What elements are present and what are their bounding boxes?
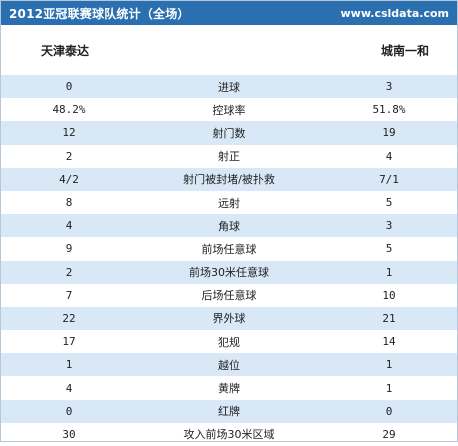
table-row: 22 界外球 21 [1, 306, 457, 331]
home-value: 4 [65, 381, 73, 395]
stat-label: 犯规 [218, 335, 240, 349]
home-value: 22 [62, 311, 76, 325]
table-row: 4 角球 3 [1, 214, 457, 238]
stat-label: 角球 [218, 219, 240, 233]
teams-header: 天津泰达 城南一和 [1, 25, 457, 75]
away-value: 14 [382, 335, 396, 349]
table-row: 7 后场任意球 10 [1, 284, 457, 307]
stat-label: 后场任意球 [201, 289, 257, 303]
away-value: 3 [385, 80, 393, 94]
home-team-name: 天津泰达 [41, 43, 90, 58]
home-value: 8 [65, 196, 73, 210]
table-row: 0 进球 3 [1, 75, 457, 99]
stat-label: 远射 [218, 196, 240, 210]
away-value: 29 [382, 427, 396, 441]
table-row: 8 远射 5 [1, 191, 457, 214]
table-row: 17 犯规 14 [1, 330, 457, 353]
home-value: 9 [65, 242, 73, 256]
home-value: 12 [62, 126, 76, 140]
table-row: 1 越位 1 [1, 353, 457, 377]
table-row: 48.2% 控球率 51.8% [1, 98, 457, 121]
away-value: 1 [385, 381, 393, 395]
home-value: 1 [65, 358, 73, 372]
away-value: 10 [382, 288, 396, 302]
stat-label: 界外球 [212, 312, 246, 326]
table-row: 0 红牌 0 [1, 399, 457, 423]
table-row: 12 射门数 19 [1, 121, 457, 145]
stat-label: 红牌 [218, 405, 240, 419]
away-value: 1 [385, 358, 393, 372]
away-value: 0 [385, 404, 393, 418]
stat-label: 前场30米任意球 [189, 266, 269, 280]
stat-label: 前场任意球 [201, 242, 257, 256]
table-row: 9 前场任意球 5 [1, 237, 457, 260]
home-value: 0 [65, 80, 73, 94]
home-value: 48.2% [52, 103, 86, 117]
away-value: 4 [385, 149, 393, 163]
away-value: 7/1 [379, 172, 399, 186]
table-row: 2 射正 4 [1, 145, 457, 168]
stats-table: 0 进球 3 48.2% 控球率 51.8% 12 射门数 19 2 射正 4 4/2 射门被封堵/被扑救… [1, 75, 457, 446]
table-row: 4/2 射门被封堵/被扑救 7/1 [1, 167, 457, 191]
away-value: 5 [385, 242, 393, 256]
away-value: 21 [382, 311, 396, 325]
stat-label: 射正 [218, 150, 240, 164]
stat-label: 控球率 [212, 103, 246, 117]
panel-header: 2012亚冠联赛球队统计（全场） www.csldata.com [1, 1, 457, 25]
away-value: 1 [385, 265, 393, 279]
panel-title: 2012亚冠联赛球队统计（全场） [9, 6, 190, 21]
home-value: 2 [65, 265, 73, 279]
stat-label: 进球 [218, 80, 240, 94]
home-value: 17 [62, 335, 76, 349]
stat-label: 射门被封堵/被扑救 [183, 173, 275, 187]
away-value: 5 [385, 196, 393, 210]
site-link[interactable]: www.csldata.com [340, 6, 450, 20]
stat-label: 越位 [218, 358, 240, 372]
stat-label: 攻入前场30米区域 [183, 428, 275, 442]
home-value: 4 [65, 219, 73, 233]
away-value: 19 [382, 126, 396, 140]
away-value: 3 [385, 219, 393, 233]
table-row: 30 攻入前场30米区域 29 [1, 423, 457, 446]
home-value: 7 [65, 288, 73, 302]
home-value: 2 [65, 149, 73, 163]
home-value: 4/2 [59, 172, 79, 186]
table-row: 4 黄牌 1 [1, 376, 457, 399]
home-value: 0 [65, 404, 73, 418]
stat-label: 黄牌 [218, 382, 240, 396]
away-team-name: 城南一和 [380, 43, 429, 58]
stat-label: 射门数 [212, 126, 246, 140]
table-row: 2 前场30米任意球 1 [1, 260, 457, 284]
home-value: 30 [62, 427, 76, 441]
away-value: 51.8% [372, 103, 406, 117]
